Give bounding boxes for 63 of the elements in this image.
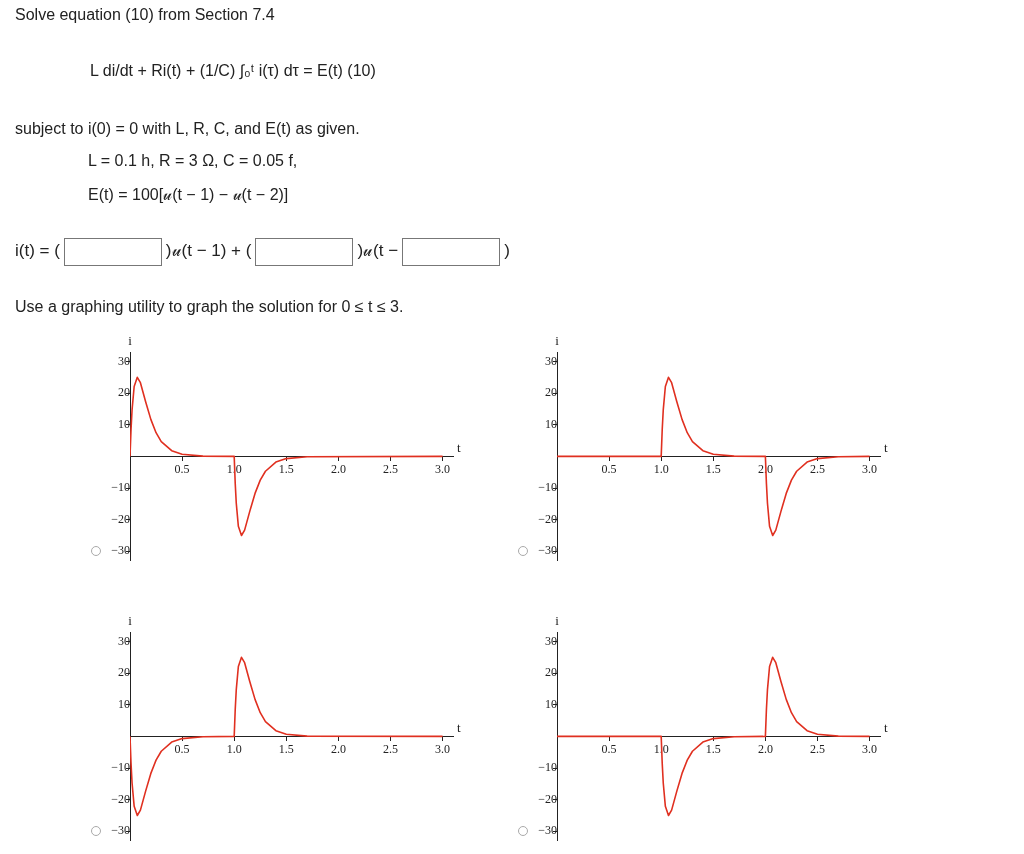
y-tick-label: −30 [538, 543, 557, 558]
y-tick-label: −10 [111, 760, 130, 775]
y-tick-label: −20 [538, 511, 557, 526]
y-tick-label: 20 [545, 385, 557, 400]
x-tick-label: 2.0 [330, 741, 346, 756]
text: i(t) = ( [15, 241, 60, 261]
y-tick-label: 30 [545, 353, 557, 368]
y-axis-title: i [128, 612, 133, 628]
x-tick-label: 0.5 [601, 741, 617, 756]
text: L = 0.1 h, R = 3 Ω, C = 0.05 f, [88, 152, 298, 170]
y-tick-label: 30 [118, 353, 130, 368]
text: Solve equation (10) from Section 7.4 [15, 6, 275, 24]
x-axis-title: t [457, 440, 461, 456]
x-tick-label: 3.0 [862, 741, 878, 756]
y-tick-label: 30 [545, 633, 557, 648]
x-tick-label: 1.5 [705, 741, 721, 756]
y-axis-title: i [555, 612, 560, 628]
x-tick-label: 1.5 [278, 461, 294, 476]
y-tick-label: −30 [111, 543, 130, 558]
y-tick-label: −20 [538, 791, 557, 806]
x-tick-label: 0.5 [174, 741, 190, 756]
y-tick-label: 20 [118, 385, 130, 400]
x-tick-label: 3.0 [862, 461, 878, 476]
x-tick-label: 0.5 [174, 461, 190, 476]
text: L di/dt + Ri(t) + (1/C) ∫₀ᵗ i(τ) dτ = E(t) (10) [90, 62, 376, 80]
y-tick-label: 10 [545, 696, 557, 711]
text: )𝓊(t − [357, 241, 399, 261]
x-tick-label: 2.5 [382, 461, 398, 476]
y-tick-label: −20 [111, 511, 130, 526]
y-tick-label: −20 [111, 791, 130, 806]
x-tick-label: 3.0 [435, 741, 451, 756]
x-tick-label: 2.0 [757, 741, 773, 756]
y-tick-label: 10 [118, 696, 130, 711]
x-tick-label: 1.0 [653, 461, 669, 476]
x-tick-label: 1.5 [705, 461, 721, 476]
x-tick-label: 3.0 [435, 461, 451, 476]
y-tick-label: −10 [111, 480, 130, 495]
x-tick-label: 1.5 [278, 741, 294, 756]
text: subject to i(0) = 0 with L, R, C, and E(t) as given. [15, 120, 360, 138]
y-tick-label: −30 [111, 823, 130, 838]
text: )𝓊(t − 1) + ( [165, 241, 252, 261]
text: Use a graphing utility to graph the solution for 0 ≤ t ≤ 3. [15, 298, 404, 316]
x-tick-label: 2.0 [330, 461, 346, 476]
x-axis-title: t [884, 720, 888, 736]
x-tick-label: 2.5 [382, 741, 398, 756]
text: ) [504, 241, 510, 261]
x-tick-label: 2.5 [809, 741, 825, 756]
y-tick-label: 10 [545, 416, 557, 431]
y-tick-label: −10 [538, 760, 557, 775]
y-tick-label: 20 [118, 665, 130, 680]
x-axis-title: t [884, 440, 888, 456]
y-tick-label: 10 [118, 416, 130, 431]
x-axis-title: t [457, 720, 461, 736]
y-tick-label: 20 [545, 665, 557, 680]
y-axis-title: i [555, 332, 560, 348]
text: E(t) = 100[𝓊(t − 1) − 𝓊(t − 2)] [88, 186, 289, 204]
y-tick-label: 30 [118, 633, 130, 648]
x-tick-label: 0.5 [601, 461, 617, 476]
x-tick-label: 2.5 [809, 461, 825, 476]
y-tick-label: −30 [538, 823, 557, 838]
y-axis-title: i [128, 332, 133, 348]
x-tick-label: 1.0 [226, 741, 242, 756]
y-tick-label: −10 [538, 480, 557, 495]
